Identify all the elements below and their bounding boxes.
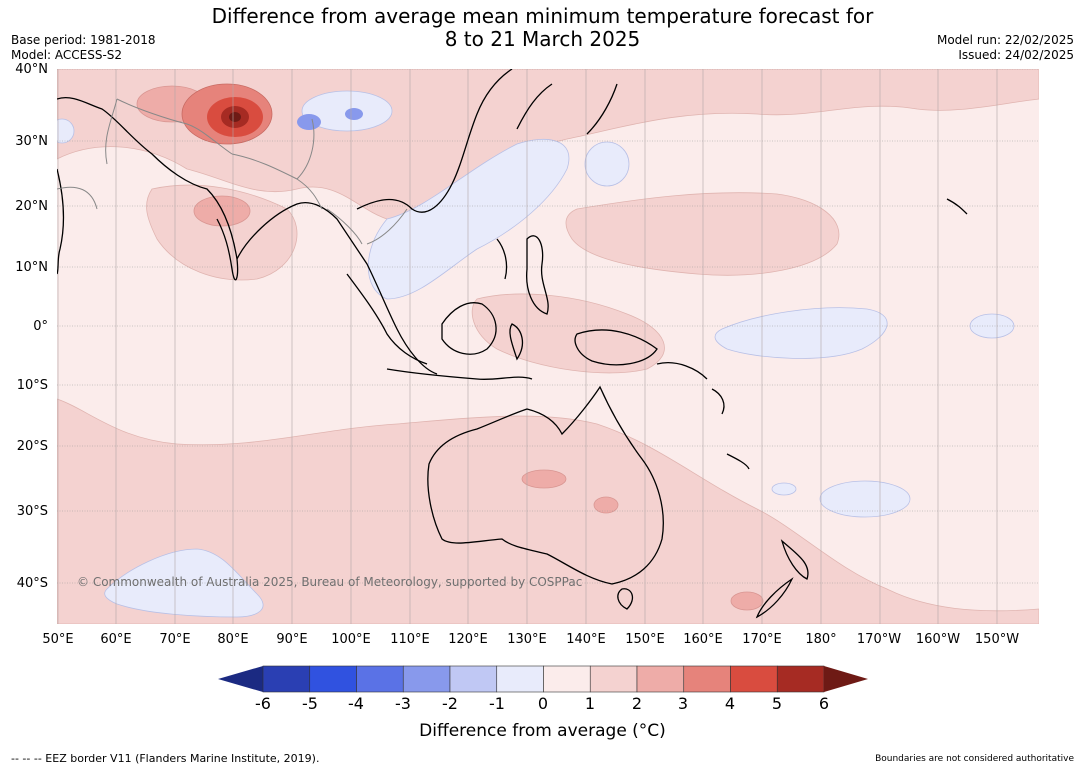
model-name: Model: ACCESS-S2 <box>11 48 123 62</box>
copyright-notice: © Commonwealth of Australia 2025, Bureau… <box>77 575 582 589</box>
colorbar-swatch <box>309 665 357 693</box>
base-period: Base period: 1981-2018 <box>11 33 156 47</box>
lon-label: 160°E <box>683 632 723 647</box>
colorbar-tick: -6 <box>255 694 271 713</box>
colorbar-swatch <box>449 665 498 693</box>
lat-label: 20°N <box>15 199 48 214</box>
lon-label: 130°E <box>507 632 547 647</box>
colorbar-swatch <box>589 665 638 693</box>
colorbar-swatch <box>730 665 778 693</box>
metadata-right: Model run: 22/02/2025 Issued: 24/02/2025 <box>937 33 1074 63</box>
lon-label: 70°E <box>159 632 191 647</box>
colorbar-tick: 3 <box>677 694 689 713</box>
colorbar-tick: -3 <box>395 694 411 713</box>
strong-warm-anomaly <box>136 83 764 611</box>
title-line-1: Difference from average mean minimum tem… <box>211 4 874 28</box>
lon-label: 50°E <box>42 632 74 647</box>
colorbar-swatch <box>683 665 731 693</box>
lat-label: 40°N <box>15 62 48 77</box>
eez-note: -- -- -- EEZ border V11 (Flanders Marine… <box>11 752 320 765</box>
model-run: Model run: 22/02/2025 <box>936 33 1074 47</box>
lat-label: 20°S <box>16 439 48 454</box>
colorbar-swatch <box>356 665 404 693</box>
colorbar-swatch <box>262 665 311 693</box>
lat-label: 10°S <box>16 378 48 393</box>
colorbar-tick: 0 <box>537 694 549 713</box>
cool-anomaly-regions <box>57 90 1015 618</box>
colorbar-tick: -1 <box>489 694 505 713</box>
colorbar-swatch <box>636 665 685 693</box>
colorbar-tick: 6 <box>818 694 830 713</box>
colorbar-swatch <box>402 665 451 693</box>
colorbar-tick: 5 <box>771 694 783 713</box>
colorbar-tick: 4 <box>724 694 736 713</box>
lon-label: 90°E <box>276 632 308 647</box>
colorbar-label: Difference from average (°C) <box>419 721 666 741</box>
lon-label: 140°E <box>566 632 606 647</box>
lon-label: 120°E <box>448 632 488 647</box>
coastlines <box>57 69 968 619</box>
country-borders <box>57 98 408 245</box>
colorbar-swatch <box>543 665 591 693</box>
colorbar-tick: -2 <box>442 694 458 713</box>
colorbar-tick: 1 <box>584 694 596 713</box>
lat-label: 30°S <box>16 504 48 519</box>
colorbar-tick: -5 <box>302 694 318 713</box>
forecast-map: © Commonwealth of Australia 2025, Bureau… <box>57 69 1039 624</box>
issued-date: Issued: 24/02/2025 <box>958 48 1074 62</box>
lon-label: 100°E <box>331 632 371 647</box>
lat-label: 10°N <box>15 260 48 275</box>
lat-label: 40°S <box>16 576 48 591</box>
colorbar-swatch <box>776 665 825 693</box>
colorbar-arrow-low <box>218 666 263 692</box>
map-title: Difference from average mean minimum tem… <box>0 5 1085 51</box>
colorbar-tick: 2 <box>631 694 643 713</box>
title-line-2: 8 to 21 March 2025 <box>444 27 641 51</box>
lon-label: 160°W <box>915 632 961 647</box>
cool-anomaly-spots <box>297 108 363 130</box>
lon-label: 170°E <box>742 632 782 647</box>
lon-label: 150°W <box>974 632 1020 647</box>
graticule <box>57 69 1039 624</box>
map-canvas: © Commonwealth of Australia 2025, Bureau… <box>57 69 1039 624</box>
colorbar-tick: -4 <box>348 694 364 713</box>
lon-label: 80°E <box>217 632 249 647</box>
lat-label: 30°N <box>15 134 48 149</box>
lon-label: 170°W <box>856 632 902 647</box>
boundaries-note: Boundaries are not considered authoritat… <box>875 754 1074 764</box>
lon-label: 180° <box>805 632 837 647</box>
lon-label: 60°E <box>100 632 132 647</box>
lon-label: 150°E <box>625 632 665 647</box>
lat-label: 0° <box>33 319 48 334</box>
colorbar-swatches <box>218 665 868 693</box>
colorbar-swatch <box>496 665 544 693</box>
lon-label: 110°E <box>390 632 430 647</box>
metadata-left: Base period: 1981-2018 Model: ACCESS-S2 <box>11 33 156 63</box>
colorbar-arrow-high <box>824 666 868 692</box>
